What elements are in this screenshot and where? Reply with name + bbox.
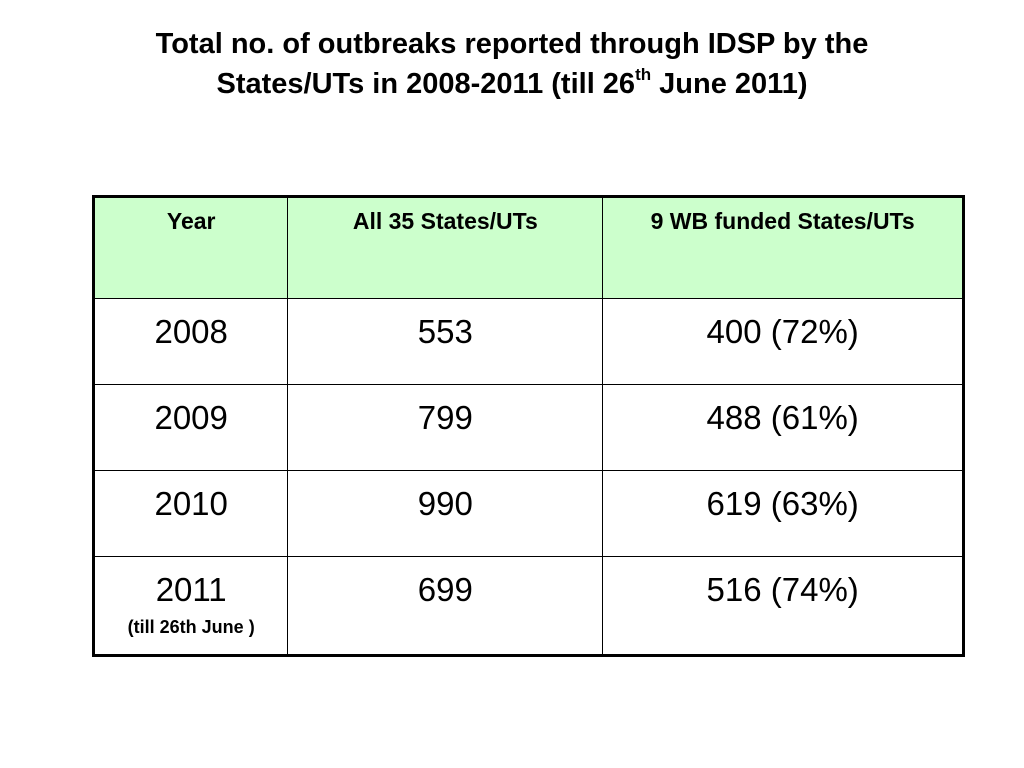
header-year: Year (92, 196, 289, 299)
header-row: Year All 35 States/UTs 9 WB funded State… (92, 196, 964, 299)
header-wb-states: 9 WB funded States/UTs (602, 196, 964, 299)
table-row: 2009 799 488 (61%) (92, 384, 964, 471)
title-line-2-start: States/UTs in 2008-2011 (till 26 (216, 68, 636, 100)
year-note: (till 26th June ) (127, 617, 255, 637)
cell-wb-states: 400 (72%) (602, 298, 964, 385)
cell-wb-states: 516 (74%) (602, 556, 964, 656)
cell-year: 2011 (till 26th June ) (92, 556, 289, 656)
cell-all-states: 553 (287, 298, 604, 385)
title-line-2: States/UTs in 2008-2011 (till 26th June … (0, 64, 1024, 104)
cell-year: 2010 (92, 470, 289, 557)
cell-all-states: 699 (287, 556, 604, 656)
table-body: 2008 553 400 (72%) 2009 799 488 (61%) 20… (92, 298, 964, 656)
cell-all-states: 990 (287, 470, 604, 557)
header-all-states: All 35 States/UTs (287, 196, 604, 299)
slide-title: Total no. of outbreaks reported through … (0, 24, 1024, 104)
cell-year: 2008 (92, 298, 289, 385)
table-row: 2010 990 619 (63%) (92, 470, 964, 557)
table-row: 2011 (till 26th June ) 699 516 (74%) (92, 556, 964, 656)
cell-wb-states: 488 (61%) (602, 384, 964, 471)
title-superscript: th (635, 65, 652, 85)
year-value: 2011 (155, 571, 227, 608)
table-row: 2008 553 400 (72%) (92, 298, 964, 385)
table-header: Year All 35 States/UTs 9 WB funded State… (92, 196, 964, 299)
cell-wb-states: 619 (63%) (602, 470, 964, 557)
title-line-2-end: June 2011) (651, 68, 808, 100)
cell-year: 2009 (92, 384, 289, 471)
title-line-1: Total no. of outbreaks reported through … (155, 28, 869, 60)
outbreaks-table: Year All 35 States/UTs 9 WB funded State… (92, 195, 965, 657)
cell-all-states: 799 (287, 384, 604, 471)
